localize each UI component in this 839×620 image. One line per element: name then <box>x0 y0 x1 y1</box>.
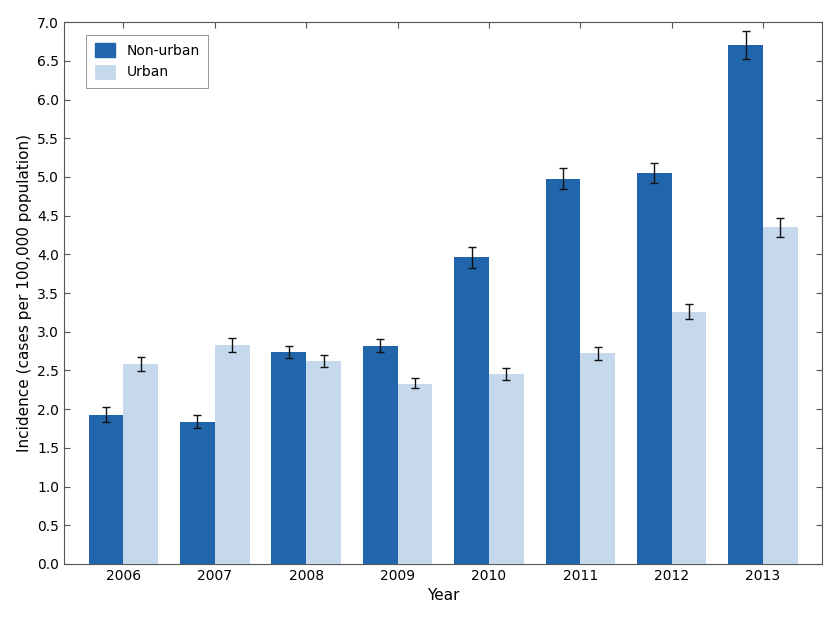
Bar <box>398 384 432 564</box>
Bar <box>581 353 615 564</box>
Bar <box>215 345 249 564</box>
Bar <box>728 45 763 564</box>
Bar <box>545 179 581 564</box>
Y-axis label: Incidence (cases per 100,000 population): Incidence (cases per 100,000 population) <box>17 134 32 452</box>
Bar <box>362 346 398 564</box>
Bar <box>272 352 306 564</box>
X-axis label: Year: Year <box>427 588 460 603</box>
Bar <box>89 415 123 564</box>
Bar <box>180 422 215 564</box>
Bar <box>637 173 671 564</box>
Bar <box>489 374 524 564</box>
Bar <box>454 257 489 564</box>
Bar <box>763 228 798 564</box>
Bar <box>306 361 341 564</box>
Legend: Non-urban, Urban: Non-urban, Urban <box>86 35 208 88</box>
Bar <box>671 312 706 564</box>
Bar <box>123 364 159 564</box>
